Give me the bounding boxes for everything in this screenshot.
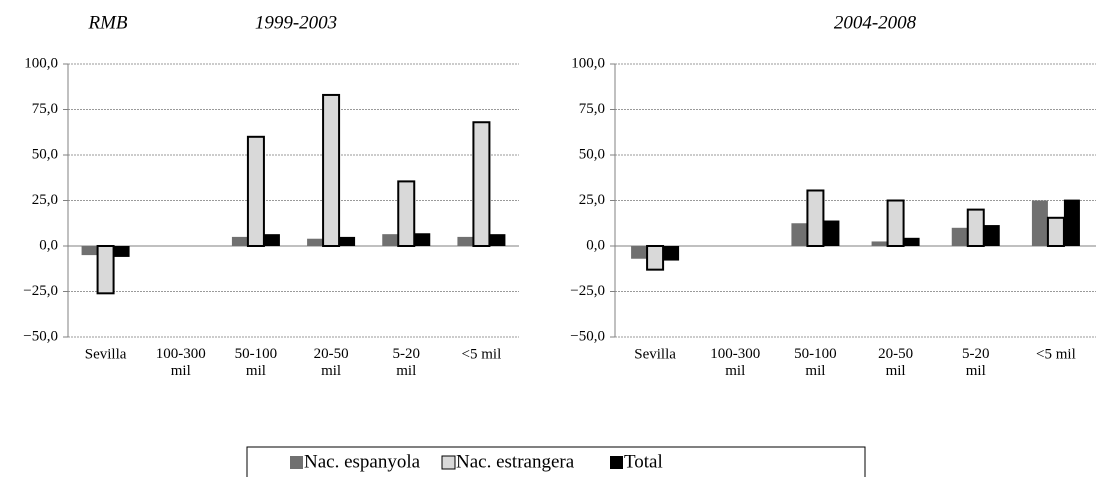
- bar: [806, 189, 825, 248]
- bar: [457, 236, 474, 246]
- x-tick-label: <5 mil: [1036, 346, 1076, 362]
- x-tick-label: 5-20 mil: [962, 346, 990, 379]
- y-tick-label: 0,0: [586, 237, 605, 253]
- bar: [397, 180, 416, 247]
- legend-box: [246, 446, 866, 477]
- bar: [871, 241, 888, 246]
- y-tick-label: −25,0: [23, 283, 58, 299]
- y-tick-label: −50,0: [570, 328, 605, 344]
- x-tick-label: 100-300 mil: [710, 346, 760, 379]
- x-tick-label: 50-100 mil: [794, 346, 837, 379]
- bar: [96, 245, 115, 295]
- x-tick-label: 20-50 mil: [878, 346, 913, 379]
- bar: [231, 236, 248, 246]
- legend-swatch: [290, 456, 303, 469]
- chart-title: 2004-2008: [834, 12, 917, 33]
- y-tick-label: 0,0: [39, 237, 58, 253]
- legend-swatch: [441, 455, 456, 470]
- x-tick-label: 100-300 mil: [156, 346, 206, 379]
- x-tick-label: 5-20 mil: [393, 346, 421, 379]
- legend-swatch: [610, 456, 623, 469]
- bar: [382, 234, 399, 246]
- bar: [663, 246, 680, 261]
- legend-label: Nac. espanyola: [304, 451, 421, 472]
- bar: [983, 225, 1000, 246]
- bar: [113, 246, 130, 257]
- bar: [263, 234, 280, 246]
- bar: [81, 246, 98, 256]
- y-tick-label: 75,0: [579, 101, 605, 117]
- x-tick-label: 50-100 mil: [235, 346, 278, 379]
- y-tick-label: 100,0: [24, 55, 58, 71]
- bar: [823, 220, 840, 246]
- x-tick-label: 20-50 mil: [314, 346, 349, 379]
- chart-title: 1999-2003: [255, 12, 337, 33]
- bar: [1063, 199, 1080, 246]
- chart-annotation: RMB: [87, 12, 127, 33]
- bar: [489, 234, 506, 246]
- y-tick-label: 75,0: [32, 101, 58, 117]
- bar: [307, 238, 324, 246]
- y-tick-label: −25,0: [570, 283, 605, 299]
- y-tick-label: 100,0: [571, 55, 605, 71]
- bar: [472, 121, 491, 247]
- bar: [903, 237, 920, 246]
- bar: [791, 223, 808, 246]
- legend-label: Total: [624, 451, 663, 472]
- x-tick-label: <5 mil: [462, 346, 502, 362]
- bar: [1031, 200, 1048, 246]
- legend-label: Nac. estrangera: [456, 451, 575, 472]
- bar: [966, 208, 985, 248]
- y-tick-label: −50,0: [23, 328, 58, 344]
- bar: [414, 233, 431, 246]
- bar: [646, 245, 665, 271]
- bar: [339, 236, 356, 246]
- y-tick-label: 25,0: [579, 192, 605, 208]
- x-tick-label: Sevilla: [85, 346, 127, 362]
- bar: [631, 246, 648, 259]
- y-tick-label: 50,0: [579, 146, 605, 162]
- x-tick-label: Sevilla: [634, 346, 676, 362]
- bar: [322, 93, 341, 247]
- y-tick-label: 50,0: [32, 146, 58, 162]
- bar: [1046, 216, 1065, 247]
- y-tick-label: 25,0: [32, 192, 58, 208]
- bar: [246, 135, 265, 247]
- bar: [951, 227, 968, 246]
- bar: [886, 199, 905, 247]
